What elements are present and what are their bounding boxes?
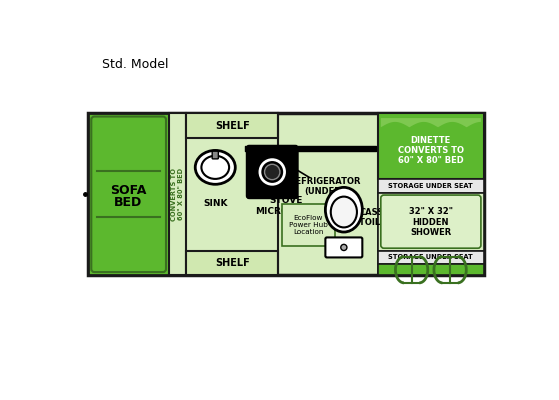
FancyBboxPatch shape <box>247 146 297 198</box>
FancyBboxPatch shape <box>186 114 278 138</box>
Text: BED: BED <box>114 196 143 208</box>
Circle shape <box>264 164 280 180</box>
Text: 32" X 32"
HIDDEN
SHOWER: 32" X 32" HIDDEN SHOWER <box>409 207 453 237</box>
Text: CONVERTS TO
60" X 80" BED: CONVERTS TO 60" X 80" BED <box>171 168 184 221</box>
FancyBboxPatch shape <box>169 114 186 275</box>
FancyBboxPatch shape <box>91 116 166 272</box>
Ellipse shape <box>201 156 229 179</box>
FancyBboxPatch shape <box>378 179 484 193</box>
Text: REFRIGERATOR
(UNDER): REFRIGERATOR (UNDER) <box>289 177 361 196</box>
FancyBboxPatch shape <box>282 204 335 246</box>
FancyBboxPatch shape <box>325 238 362 258</box>
Ellipse shape <box>331 197 357 228</box>
Circle shape <box>341 244 347 250</box>
Text: EcoFlow
Power Hub
Location: EcoFlow Power Hub Location <box>289 215 328 235</box>
FancyBboxPatch shape <box>88 114 484 275</box>
Polygon shape <box>381 118 481 127</box>
Text: DINETTE
CONVERTS TO
60" X 80" BED: DINETTE CONVERTS TO 60" X 80" BED <box>398 136 464 165</box>
FancyBboxPatch shape <box>378 193 484 250</box>
FancyBboxPatch shape <box>378 114 484 275</box>
FancyBboxPatch shape <box>378 250 484 264</box>
FancyBboxPatch shape <box>378 114 484 179</box>
Text: SINK: SINK <box>203 199 228 208</box>
Ellipse shape <box>195 150 235 184</box>
FancyBboxPatch shape <box>381 195 481 248</box>
Text: SHELF: SHELF <box>215 121 249 131</box>
Text: STOVE
MICROWAVE: STOVE MICROWAVE <box>255 196 318 216</box>
FancyBboxPatch shape <box>212 151 219 159</box>
Text: SOFA: SOFA <box>110 184 146 197</box>
Ellipse shape <box>325 187 362 232</box>
FancyBboxPatch shape <box>88 114 169 275</box>
FancyBboxPatch shape <box>378 264 484 275</box>
FancyBboxPatch shape <box>186 250 278 275</box>
Text: STORAGE UNDER SEAT: STORAGE UNDER SEAT <box>389 183 473 189</box>
Text: Std. Model: Std. Model <box>102 58 169 72</box>
Text: CASSETTE
TOILET *: CASSETTE TOILET * <box>359 208 407 227</box>
Text: STORAGE UNDER SEAT: STORAGE UNDER SEAT <box>389 254 473 260</box>
Circle shape <box>260 160 285 184</box>
Text: SHELF: SHELF <box>215 258 249 268</box>
